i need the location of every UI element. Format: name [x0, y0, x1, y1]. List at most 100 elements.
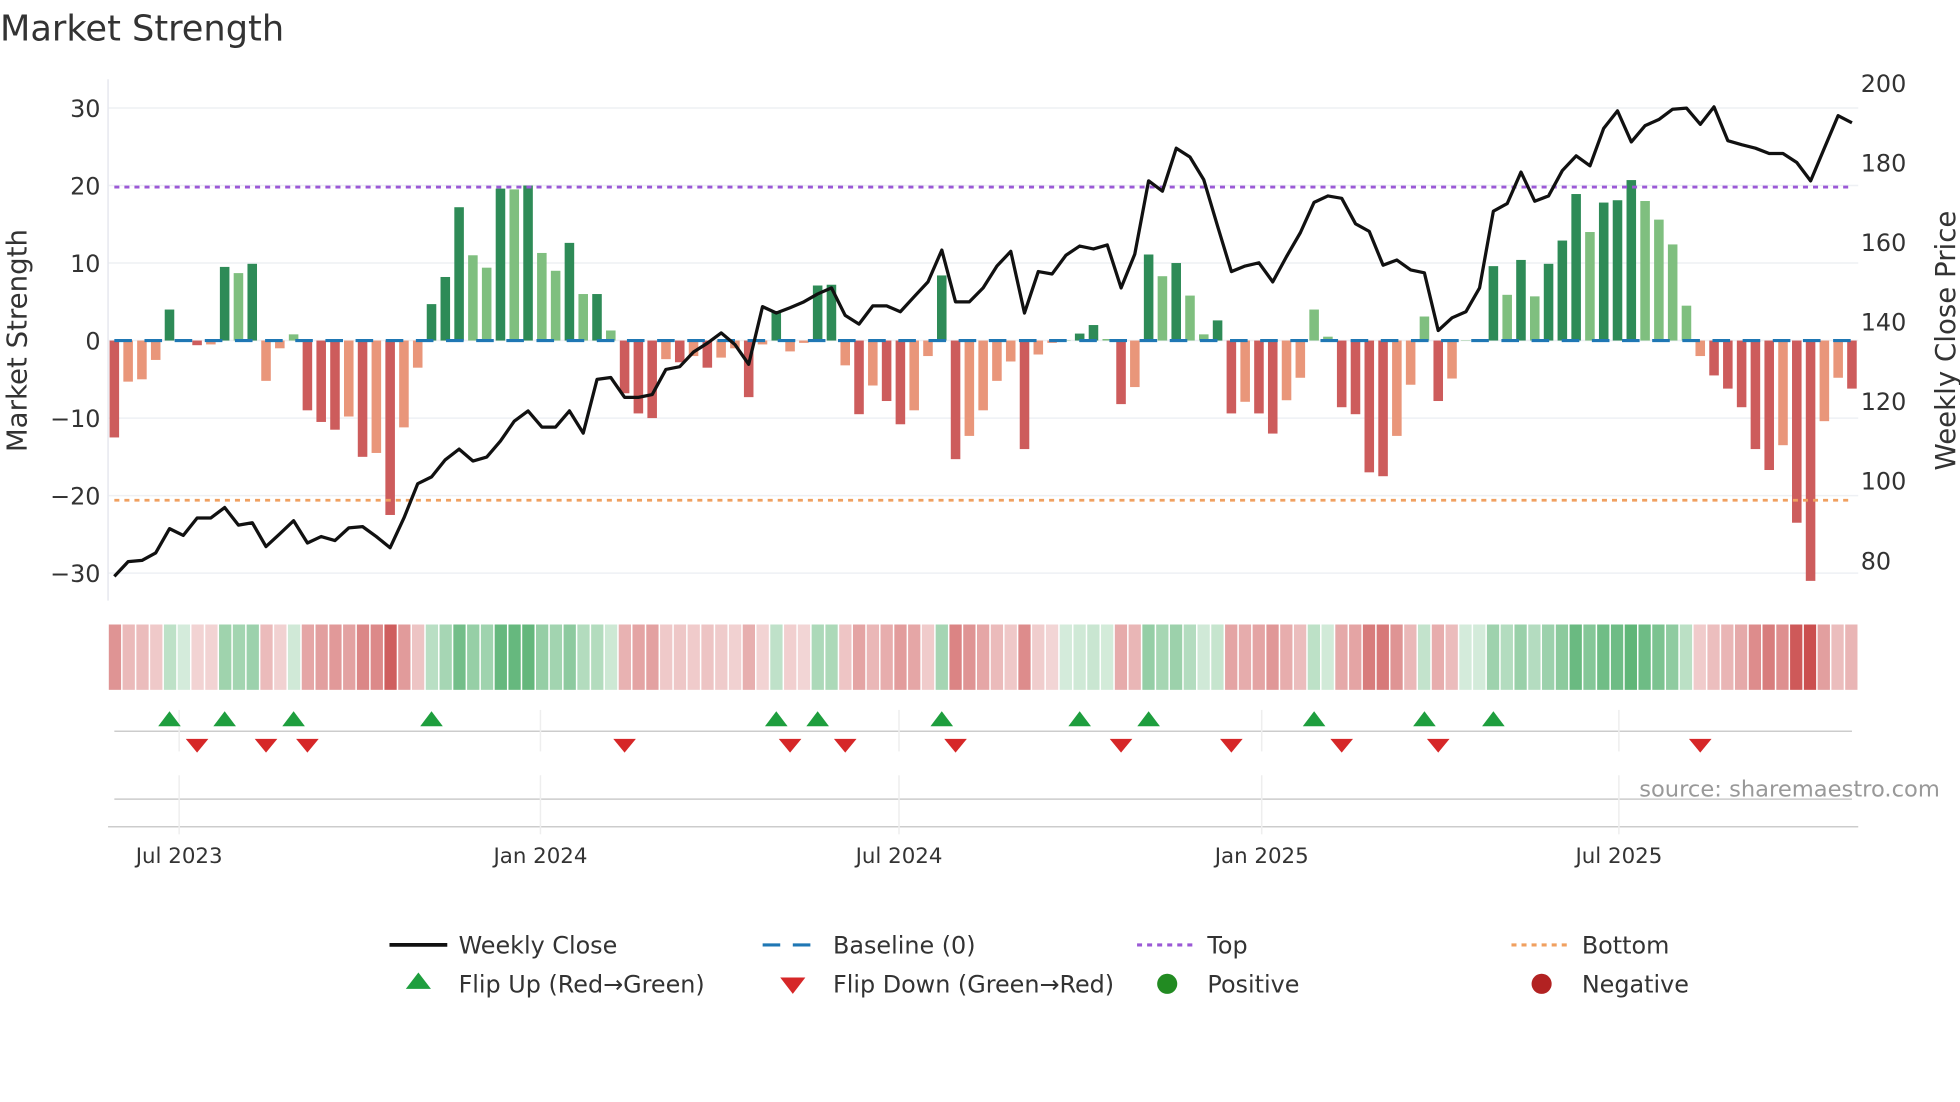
y-tick-label: 20 — [70, 172, 100, 200]
strength-heat-cell — [921, 624, 935, 690]
strength-heat-cell — [163, 624, 177, 690]
strength-bar — [247, 263, 258, 341]
strength-bar — [206, 340, 216, 345]
strength-bar — [481, 267, 492, 341]
strength-heat-cell — [963, 624, 976, 690]
legend-weekly-close: Weekly Close — [459, 932, 618, 960]
legend-baseline: Baseline (0) — [833, 932, 976, 960]
strength-heat-cell — [1803, 624, 1817, 690]
strength-heat-cell — [480, 624, 494, 690]
y2-tick-label: 180 — [1861, 149, 1907, 177]
strength-heat-cell — [398, 624, 411, 690]
strength-heat-cell — [1583, 624, 1596, 690]
flip-up-marker — [930, 711, 954, 727]
strength-heat-cell — [1707, 624, 1720, 690]
strength-bar — [633, 340, 644, 414]
strength-bar — [1130, 340, 1140, 388]
flip-down-marker — [613, 738, 636, 753]
strength-heat-cell — [825, 624, 838, 690]
strength-bar — [1392, 340, 1402, 436]
flip-up-marker — [1482, 711, 1505, 727]
strength-bar — [343, 340, 354, 417]
strength-bar — [564, 242, 575, 341]
strength-bar — [1750, 340, 1761, 450]
strength-bar — [192, 340, 202, 346]
strength-bar — [1336, 340, 1347, 408]
strength-heat-cell — [632, 624, 645, 690]
legend: Weekly Close Baseline (0) Top Bottom Fli… — [389, 932, 1689, 999]
y-tick-label: −30 — [50, 560, 100, 588]
strength-heat-cell — [1610, 624, 1624, 690]
strength-bar — [1405, 340, 1416, 385]
strength-heat-cell — [715, 624, 728, 690]
strength-bar — [261, 340, 271, 381]
strength-bar — [1695, 340, 1706, 357]
strength-heat-cell — [508, 624, 521, 690]
strength-heat-cell — [536, 624, 549, 690]
strength-bar — [1240, 340, 1250, 402]
strength-heat-cell — [977, 624, 990, 690]
strength-bar — [1681, 305, 1692, 341]
strength-heat-cell — [329, 624, 342, 690]
strength-heat-cell — [701, 624, 714, 690]
flip-up-marker — [1137, 711, 1160, 727]
y-axis-label: Market Strength — [0, 229, 33, 452]
strength-bar — [1267, 340, 1278, 434]
strength-bar — [1709, 340, 1719, 376]
legend-positive-icon — [1157, 973, 1178, 994]
chart-title: Market Strength — [0, 8, 284, 49]
flip-down-marker — [833, 738, 857, 753]
legend-flip-up-icon — [405, 972, 431, 989]
flip-up-marker — [1413, 711, 1436, 727]
strength-heat-cell — [811, 624, 824, 690]
legend-negative-icon — [1531, 973, 1552, 994]
legend-flip-up: Flip Up (Red→Green) — [459, 971, 705, 999]
strength-heat-cell — [1569, 624, 1582, 690]
flip-up-marker — [213, 711, 236, 727]
strength-heat-cell — [1555, 624, 1569, 690]
strength-bar — [1171, 263, 1181, 341]
strength-bar — [950, 340, 961, 460]
strength-bar — [1212, 320, 1223, 341]
strength-bar — [426, 304, 437, 341]
strength-heat-cell — [880, 624, 893, 690]
strength-bar — [1433, 340, 1444, 402]
strength-heat-cell — [1238, 624, 1252, 690]
strength-bar — [1226, 340, 1237, 414]
strength-heat-cell — [494, 624, 507, 690]
strength-bar — [316, 340, 326, 422]
strength-heat-cell — [246, 624, 259, 690]
y2-tick-label: 100 — [1861, 468, 1907, 496]
weekly-close-line — [113, 105, 1853, 578]
strength-bar — [1005, 340, 1016, 362]
y2-tick-label: 80 — [1861, 547, 1891, 575]
strength-bar — [647, 340, 657, 419]
strength-bar — [1764, 340, 1774, 471]
strength-heat-cell — [1225, 624, 1238, 690]
strength-bar — [1364, 340, 1375, 473]
strength-bar — [992, 340, 1002, 381]
strength-heat-cell — [205, 624, 218, 690]
x-tick-label: Jul 2025 — [1573, 844, 1662, 869]
strength-heat-cell — [673, 624, 687, 690]
strength-heat-cell — [935, 624, 948, 690]
strength-heat-cell — [1101, 624, 1114, 690]
strength-heat-cell — [150, 624, 163, 690]
strength-bar — [1543, 263, 1554, 341]
strength-bar — [716, 340, 726, 358]
y-tick-label: −20 — [50, 482, 100, 510]
strength-heat-cell — [1776, 624, 1789, 690]
strength-heat-cell — [1252, 624, 1265, 690]
strength-bar — [1847, 340, 1857, 389]
flip-down-marker — [1688, 738, 1712, 753]
strength-heat-cell — [604, 624, 618, 690]
strength-bar — [1143, 254, 1154, 341]
flip-up-marker — [158, 711, 181, 727]
strength-bar — [1419, 316, 1430, 341]
strength-heat-cell — [1404, 624, 1417, 690]
strength-heat-cell — [990, 624, 1004, 690]
flip-up-marker — [1302, 711, 1326, 727]
strength-bar — [881, 340, 892, 402]
strength-bar — [109, 340, 120, 438]
strength-bar — [385, 340, 395, 515]
